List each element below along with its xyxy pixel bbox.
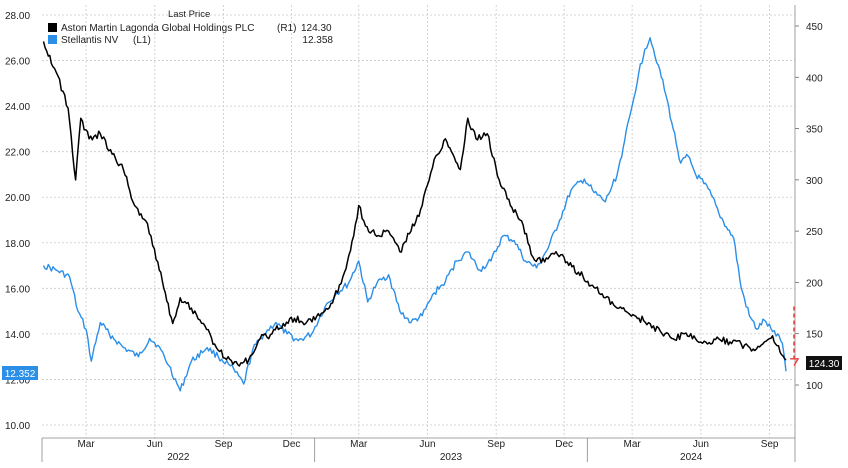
series-line-stellantis	[42, 37, 787, 392]
x-axis-year-label: 2022	[167, 452, 190, 463]
x-axis-month-label: Mar	[624, 439, 642, 450]
left-axis-tick-label: 18.00	[5, 239, 30, 250]
x-axis-year-label: 2024	[680, 452, 703, 463]
last-value-tag-left-bg	[2, 366, 38, 380]
legend-swatch-aston-martin	[48, 23, 57, 32]
last-value-tag-right-bg	[806, 356, 842, 370]
legend: Last Price Aston Martin Lagonda Global H…	[48, 9, 333, 46]
left-axis-tick-label: 26.00	[5, 57, 30, 68]
x-axis-month-label: Jun	[147, 439, 163, 450]
right-axis-tick-label: 300	[806, 176, 823, 187]
left-axis-tick-label: 22.00	[5, 148, 30, 159]
left-axis-ticks: 10.00 12.00 14.00 16.00 18.00 20.00 22.00 24.00…	[5, 11, 30, 432]
right-axis-tick-label: 200	[806, 278, 823, 289]
series-lines	[42, 37, 787, 392]
last-value-tag-right: 124.30	[806, 356, 842, 370]
annotations	[790, 306, 800, 367]
x-axis-month-label: Jun	[693, 439, 709, 450]
x-axis-month-label: Jun	[419, 439, 435, 450]
x-axis-ticks: Mar Jun Sep Dec Mar Jun Sep Dec Mar Jun Sep 2022 202…	[41, 437, 796, 463]
legend-last-aston-martin: 124.30	[301, 23, 332, 34]
right-axis-tick-label: 400	[806, 73, 823, 84]
left-axis-tick-label: 20.00	[5, 193, 30, 204]
right-axis-ticks: 100 150 200 250 300 350 400 450	[794, 5, 823, 438]
x-axis-month-label: Sep	[487, 439, 505, 450]
left-axis-tick-label: 16.00	[5, 284, 30, 295]
x-axis-month-label: Mar	[350, 439, 368, 450]
left-axis-tick-label: 28.00	[5, 11, 30, 22]
right-axis-tick-label: 250	[806, 227, 823, 238]
legend-label-aston-martin: Aston Martin Lagonda Global Holdings PLC	[61, 23, 254, 34]
last-value-tag-right-text: 124.30	[809, 359, 840, 370]
left-axis-tick-label: 24.00	[5, 102, 30, 113]
projection-arrow-head	[790, 358, 800, 367]
legend-axis-tag-aston-martin: (R1)	[277, 23, 296, 34]
x-axis-year-label: 2023	[440, 452, 463, 463]
left-axis-tick-label: 10.00	[5, 421, 30, 432]
last-value-tag-left: 12.352	[2, 366, 38, 380]
x-axis-month-label: Mar	[77, 439, 95, 450]
left-axis-tick-label: 14.00	[5, 330, 30, 341]
last-value-tag-left-text: 12.352	[5, 369, 36, 380]
gridlines	[42, 5, 795, 438]
x-axis-month-label: Dec	[283, 439, 301, 450]
right-axis-tick-label: 100	[806, 381, 823, 392]
x-axis-month-label: Sep	[761, 439, 779, 450]
right-axis-tick-label: 150	[806, 330, 823, 341]
legend-swatch-stellantis	[48, 35, 57, 44]
legend-axis-tag-stellantis: (L1)	[133, 35, 151, 46]
left-axis-tick-label: 12.00	[5, 375, 30, 386]
series-line-aston-martin	[42, 41, 787, 367]
right-axis-tick-label: 350	[806, 125, 823, 136]
right-axis-tick-label: 450	[806, 22, 823, 33]
legend-last-stellantis: 12.358	[302, 35, 333, 46]
legend-header: Last Price	[168, 9, 210, 20]
x-axis-month-label: Dec	[555, 439, 573, 450]
x-axis-month-label: Sep	[215, 439, 233, 450]
legend-label-stellantis: Stellantis NV	[61, 35, 119, 46]
